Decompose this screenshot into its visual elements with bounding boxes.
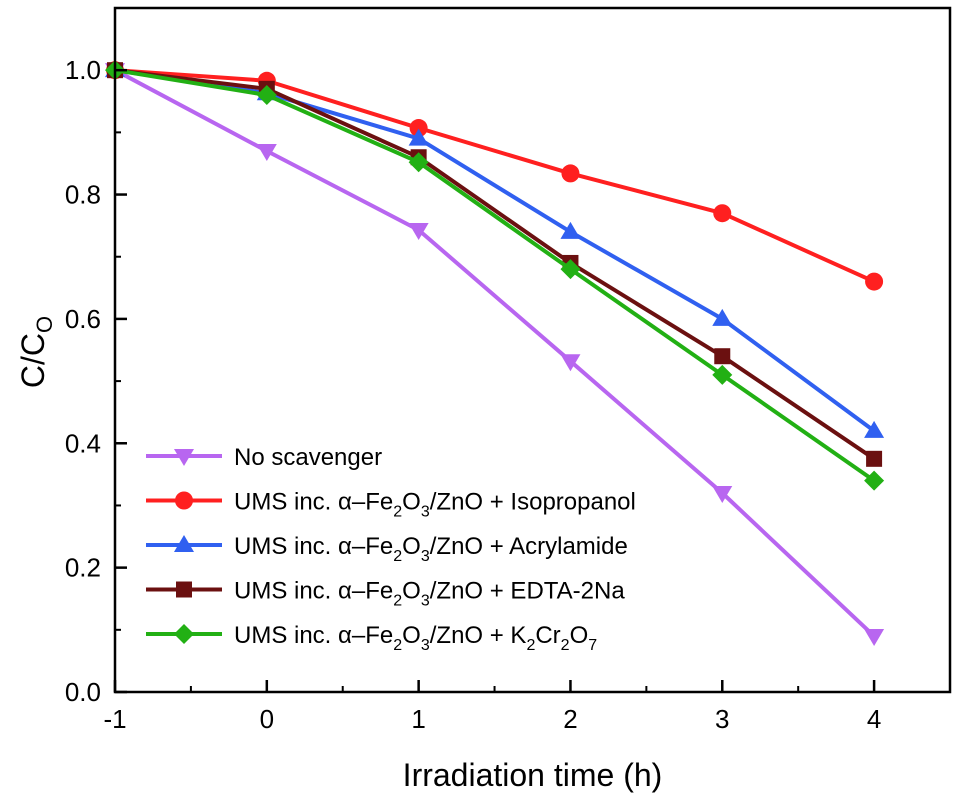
series-4 <box>105 60 885 491</box>
legend-label: UMS inc. α–Fe2O3/ZnO + Acrylamide <box>234 533 628 565</box>
data-point <box>712 486 733 504</box>
data-point <box>256 144 277 162</box>
data-point <box>864 470 885 491</box>
y-axis-label-main: C/C <box>15 333 51 388</box>
x-tick-label: 4 <box>867 704 881 734</box>
legend-swatch-marker <box>176 581 192 598</box>
data-point <box>560 354 581 372</box>
legend-item: UMS inc. α–Fe2O3/ZnO + EDTA-2Na <box>146 578 625 610</box>
series-1 <box>106 61 884 291</box>
data-point <box>864 629 885 647</box>
data-point <box>865 272 884 291</box>
legend-item: UMS inc. α–Fe2O3/ZnO + K2Cr2O7 <box>146 622 597 654</box>
x-tick-label: 2 <box>563 704 577 734</box>
series-line <box>114 68 876 638</box>
data-point <box>713 204 732 223</box>
series-line <box>114 68 876 433</box>
legend-item: No scavenger <box>146 444 382 471</box>
legend-swatch-marker <box>174 624 194 644</box>
legend-swatch-marker <box>174 449 194 466</box>
data-point <box>714 348 731 365</box>
legend-label: UMS inc. α–Fe2O3/ZnO + EDTA-2Na <box>234 578 625 610</box>
y-tick-label: 0.8 <box>65 180 101 210</box>
x-axis-label: Irradiation time (h) <box>403 757 663 793</box>
data-point <box>408 128 429 146</box>
data-point <box>712 308 733 326</box>
legend: No scavenger UMS inc. α–Fe2O3/ZnO + Isopr… <box>146 444 636 654</box>
series-2 <box>105 60 885 438</box>
plot-frame <box>113 6 952 694</box>
legend-swatch-marker <box>174 535 194 552</box>
plot-marks <box>105 60 885 647</box>
series-line <box>114 68 876 461</box>
axes: -1 0 1 2 3 4 0.0 0.2 0.4 0.6 0.8 1.0 <box>65 55 881 734</box>
legend-swatch-marker <box>175 491 193 510</box>
x-tick-label: 1 <box>411 704 425 734</box>
x-tick-label: 3 <box>715 704 729 734</box>
data-point <box>866 450 883 467</box>
y-axis-label: C/CO <box>15 316 57 388</box>
data-point <box>712 364 733 385</box>
data-point <box>560 259 581 280</box>
data-point <box>561 164 580 183</box>
legend-label: UMS inc. α–Fe2O3/ZnO + Isopropanol <box>234 489 636 521</box>
y-tick-label: 0.2 <box>65 553 101 583</box>
data-point <box>408 222 429 240</box>
x-tick-label: -1 <box>103 704 126 734</box>
y-tick-label: 0.6 <box>65 304 101 334</box>
legend-label: No scavenger <box>234 444 382 471</box>
y-tick-label: 0.4 <box>65 428 101 458</box>
series-line <box>114 68 876 483</box>
data-point <box>864 420 885 438</box>
x-tick-label: 0 <box>260 704 274 734</box>
data-point <box>560 221 581 239</box>
data-point <box>256 85 277 106</box>
legend-item: UMS inc. α–Fe2O3/ZnO + Acrylamide <box>146 533 628 565</box>
legend-item: UMS inc. α–Fe2O3/ZnO + Isopropanol <box>146 489 636 521</box>
y-tick-label: 1.0 <box>65 55 101 85</box>
series-line <box>114 68 875 284</box>
y-axis-label-subscript: O <box>32 316 57 333</box>
y-tick-label: 0.0 <box>65 677 101 707</box>
data-point <box>409 119 428 138</box>
legend-label: UMS inc. α–Fe2O3/ZnO + K2Cr2O7 <box>234 622 597 654</box>
data-point <box>408 152 429 173</box>
